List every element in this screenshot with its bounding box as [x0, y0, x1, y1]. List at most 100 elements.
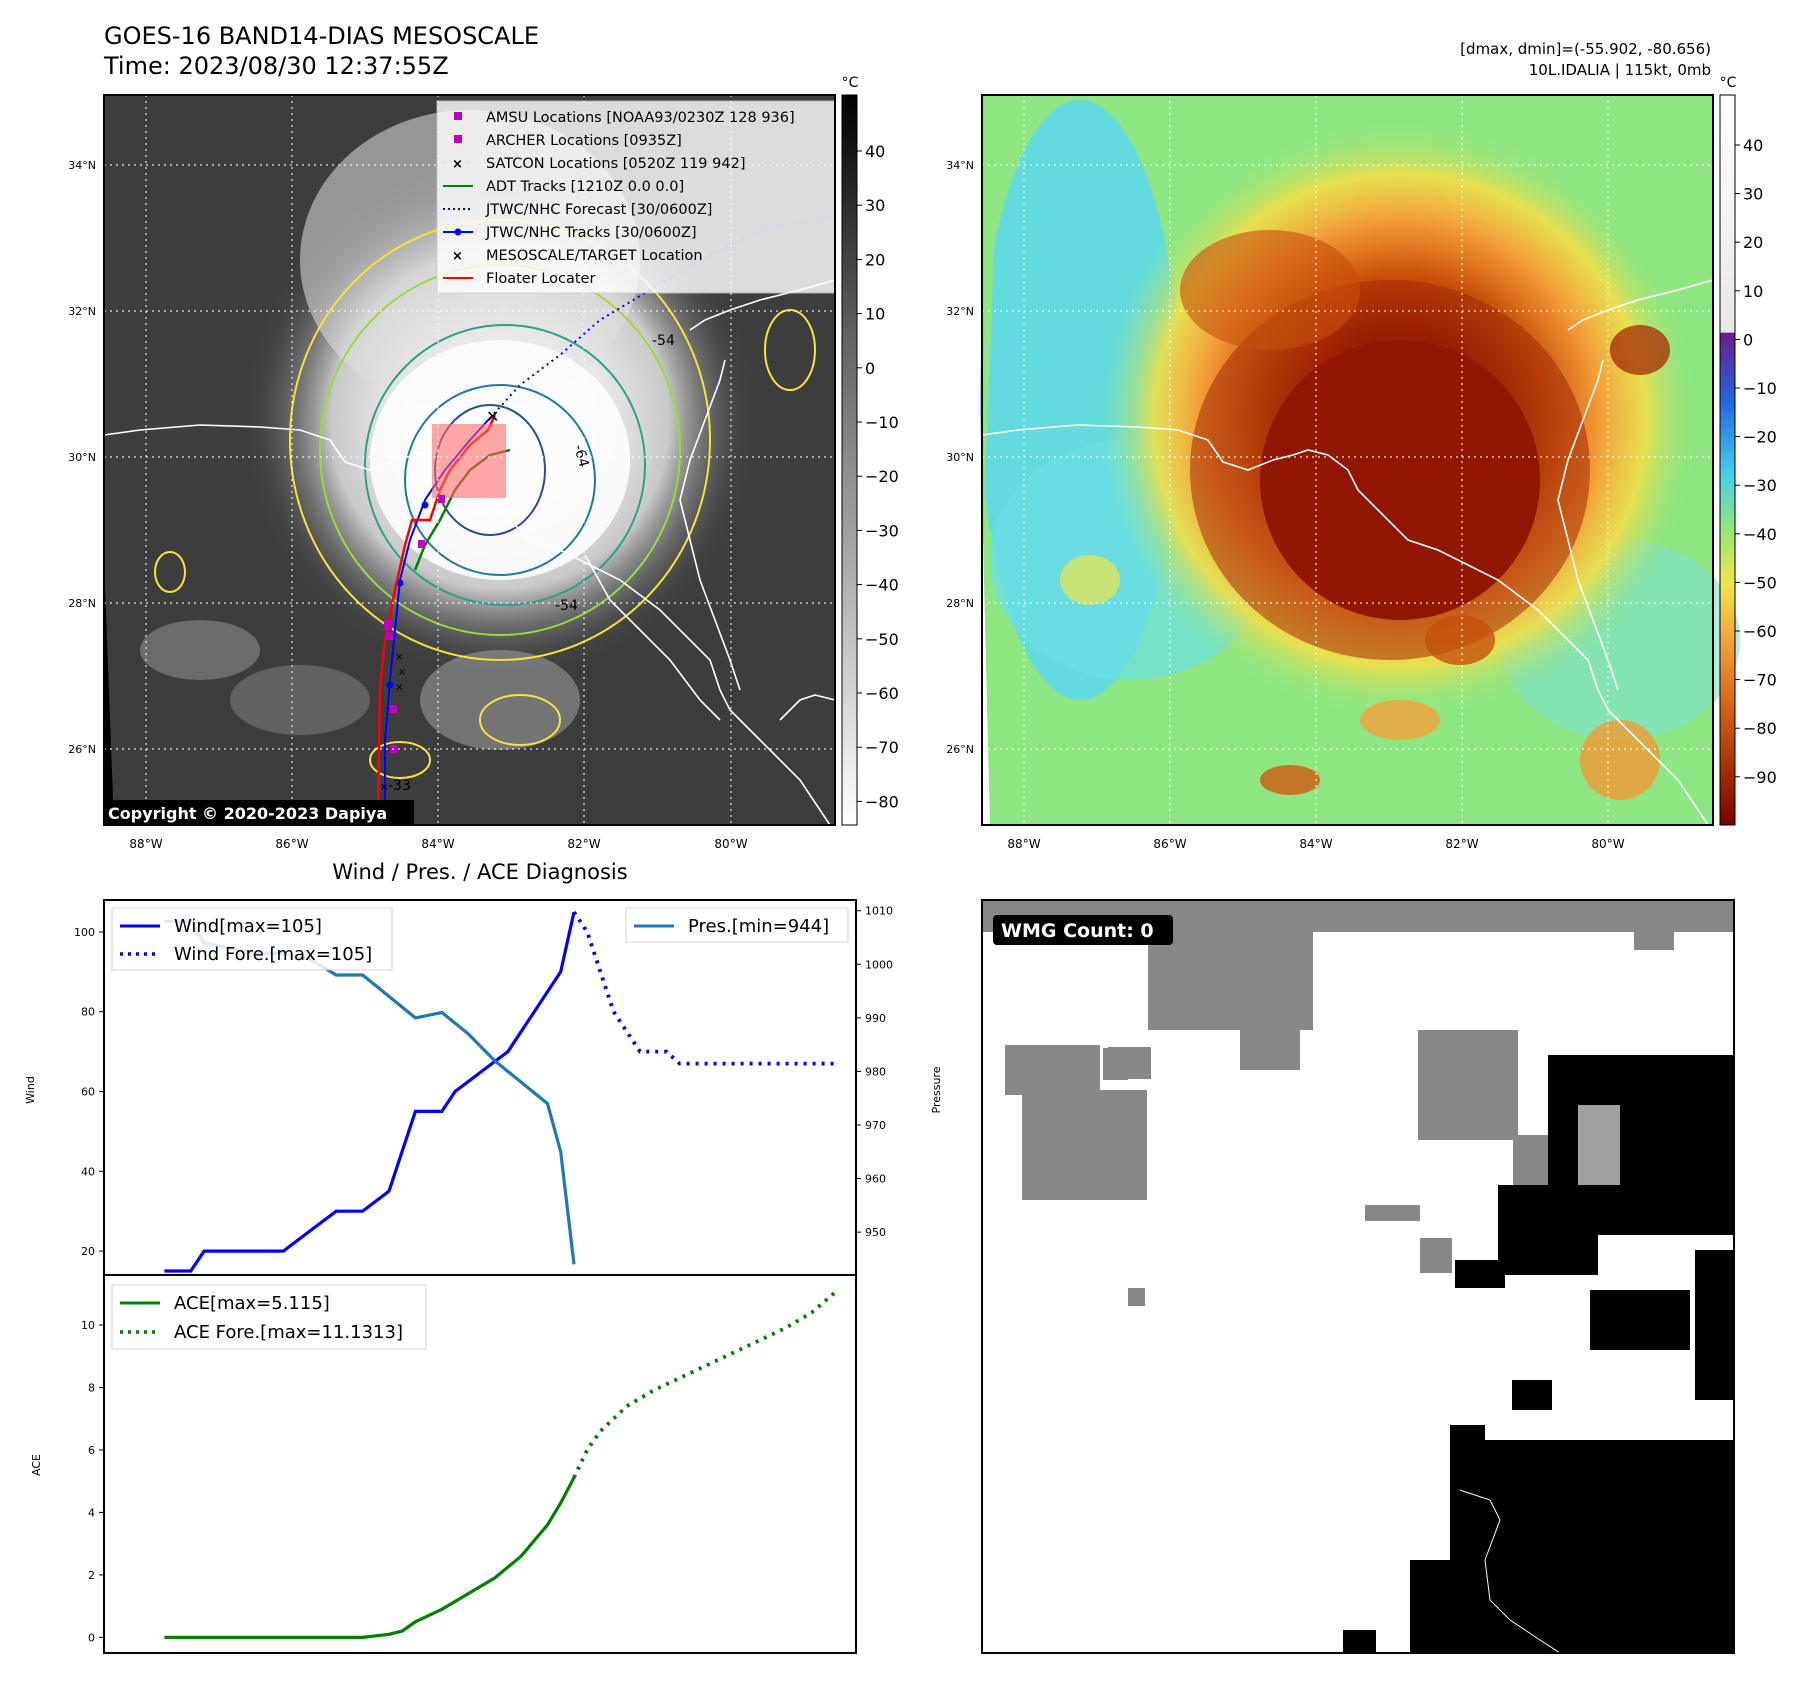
ace-tick: 4: [88, 1506, 95, 1519]
pressure-axis-label: Pressure: [930, 1066, 943, 1113]
legend-item: × SATCON Locations [0520Z 119 942]: [452, 156, 745, 172]
lon-tick: 88°W: [1007, 837, 1040, 851]
legend-item: JTWC/NHC Forecast [30/0600Z]: [443, 202, 712, 218]
lon-tick: 84°W: [421, 837, 454, 851]
contour-label: -64: [570, 443, 591, 469]
map2-lon-ticks: 88°W 86°W 84°W 82°W 80°W: [1007, 837, 1624, 851]
colorbar-tick: −30: [865, 521, 899, 540]
wind-pressure-chart: 20 40 60 80 100 950 960 970 980 990 1000 1010 Wind …: [24, 899, 943, 1276]
wind-series-line: [164, 911, 576, 1273]
lat-tick: 30°N: [68, 451, 96, 464]
lat-tick: 26°N: [946, 743, 974, 756]
legend-label: ARCHER Locations [0935Z]: [486, 133, 682, 149]
wind-legend: Wind[max=105] Wind Fore.[max=105]: [111, 907, 393, 971]
legend-ace-fore: ACE Fore.[max=11.1313]: [174, 1322, 403, 1343]
lon-tick: 88°W: [129, 837, 162, 851]
pressure-tick: 950: [865, 1226, 886, 1239]
legend-ace: ACE[max=5.115]: [174, 1293, 330, 1314]
ace-tick: 10: [81, 1319, 95, 1332]
legend-item: JTWC/NHC Tracks [30/0600Z]: [443, 225, 697, 241]
colorbar-color: °C 40 30 20 10 0 −10 −20 −30 −40 −50 −60 −70 −80 −90: [1719, 75, 1777, 826]
colorbar-tick: −70: [865, 738, 899, 757]
colorbar-tick: −80: [865, 792, 899, 811]
colorbar-tick: −10: [865, 413, 899, 432]
colorbar-tick: −40: [1743, 525, 1777, 544]
lat-tick: 34°N: [946, 159, 974, 172]
colorbar-tick: 20: [1743, 233, 1763, 252]
ir-gray-map: -54 -64 -54 -33 ✕: [103, 94, 836, 826]
legend-marker-square-icon: [454, 135, 462, 143]
legend-label: MESOSCALE/TARGET Location: [486, 248, 703, 264]
lat-tick: 28°N: [946, 597, 974, 610]
legend-label: Floater Locater: [486, 271, 595, 287]
target-marker-icon: ✕: [486, 407, 499, 426]
legend-item: ADT Tracks [1210Z 0.0 0.0]: [443, 179, 684, 195]
copyright-label: Copyright © 2020-2023 Dapiya: [108, 804, 387, 823]
contour-label: -33: [388, 778, 411, 794]
pressure-tick: 960: [865, 1173, 886, 1186]
colorbar-tick: 30: [865, 196, 885, 215]
wind-tick: 40: [81, 1165, 95, 1178]
mesoscale-target-box: [432, 424, 506, 498]
map1-lon-ticks: 88°W 86°W 84°W 82°W 80°W: [129, 837, 747, 851]
legend-label: AMSU Locations [NOAA93/0230Z 128 936]: [486, 110, 795, 126]
svg-text:×: ×: [395, 652, 403, 663]
legend-label: JTWC/NHC Forecast [30/0600Z]: [485, 202, 712, 218]
legend-item: AMSU Locations [NOAA93/0230Z 128 936]: [454, 110, 795, 126]
lat-tick: 32°N: [946, 305, 974, 318]
lon-tick: 86°W: [1153, 837, 1186, 851]
wind-tick: 80: [81, 1006, 95, 1019]
pressure-tick: 990: [865, 1012, 886, 1025]
colorbar-tick: −20: [1743, 428, 1777, 447]
ace-tick: 2: [88, 1569, 95, 1582]
svg-text:×: ×: [395, 682, 403, 693]
figure-title-line1: GOES-16 BAND14-DIAS MESOSCALE: [104, 22, 539, 50]
ace-axis-label: ACE: [30, 1454, 43, 1476]
legend-item: Floater Locater: [443, 271, 595, 287]
legend-wind-fore: Wind Fore.[max=105]: [174, 944, 372, 965]
legend-item: × MESOSCALE/TARGET Location: [452, 248, 703, 264]
legend-wind: Wind[max=105]: [174, 916, 322, 937]
ace-tick: 0: [88, 1631, 95, 1644]
colorbar-tick: 0: [865, 359, 875, 378]
ace-tick: 8: [88, 1381, 95, 1394]
pressure-tick: 980: [865, 1065, 886, 1078]
colorbar-tick: −50: [865, 630, 899, 649]
colorbar-tick: −90: [1743, 768, 1777, 787]
legend-pressure: Pres.[min=944]: [688, 916, 829, 937]
pressure-tick: 970: [865, 1119, 886, 1132]
colorbar-tick: 10: [865, 305, 885, 324]
lon-tick: 86°W: [275, 837, 308, 851]
lon-tick: 80°W: [714, 837, 747, 851]
lat-tick: 26°N: [68, 743, 96, 756]
pressure-legend: Pres.[min=944]: [625, 907, 849, 943]
lat-tick: 28°N: [68, 597, 96, 610]
ir-color-map: [980, 94, 1740, 826]
colorbar-tick: −60: [1743, 622, 1777, 641]
svg-text:×: ×: [380, 782, 388, 793]
diagnosis-title: Wind / Pres. / ACE Diagnosis: [332, 860, 627, 884]
lat-tick: 34°N: [68, 159, 96, 172]
wmg-panel: WMG Count: 0: [981, 899, 1735, 1654]
legend-marker-x-icon: ×: [452, 249, 463, 264]
colorbar-tick: −30: [1743, 476, 1777, 495]
colorbar-tick: 40: [865, 142, 885, 161]
colorbar-tick: 0: [1743, 330, 1753, 349]
legend-label: SATCON Locations [0520Z 119 942]: [486, 156, 745, 172]
map-legend: AMSU Locations [NOAA93/0230Z 128 936] ARC…: [436, 100, 836, 294]
ace-chart: 0 2 4 6 8 10 ACE ACE[max=5.115] ACE Fore.[max…: [30, 1274, 857, 1654]
lon-tick: 82°W: [567, 837, 600, 851]
svg-text:×: ×: [398, 667, 406, 678]
colorbar-tick: −40: [865, 576, 899, 595]
wind-axis-label: Wind: [24, 1076, 37, 1104]
legend-label: ADT Tracks [1210Z 0.0 0.0]: [486, 179, 684, 195]
ace-series-line: [164, 1476, 576, 1640]
colorbar-tick: −70: [1743, 671, 1777, 690]
colorbar-tick: 30: [1743, 185, 1763, 204]
wind-tick: 100: [74, 926, 95, 939]
legend-marker-square-icon: [454, 112, 462, 120]
wmg-count-label: WMG Count: 0: [1001, 920, 1154, 942]
ace-legend: ACE[max=5.115] ACE Fore.[max=11.1313]: [111, 1284, 427, 1350]
lat-tick: 32°N: [68, 305, 96, 318]
